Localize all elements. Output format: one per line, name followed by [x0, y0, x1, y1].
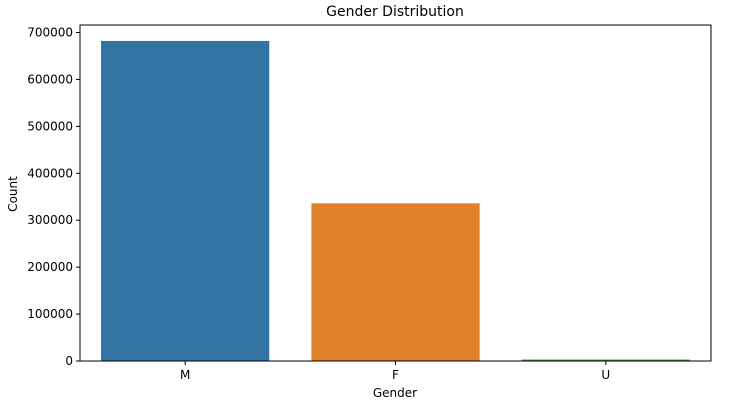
- chart-title: Gender Distribution: [326, 4, 464, 20]
- bar-u: [521, 359, 690, 361]
- bars-layer: [101, 40, 690, 361]
- y-axis-ticks: 0 100000 200000 300000 400000 500000 600000 700…: [27, 26, 80, 368]
- bar-m: [101, 40, 270, 361]
- y-tick-label: 600000: [27, 72, 73, 86]
- y-tick-label: 300000: [27, 213, 73, 227]
- y-axis-label: Count: [6, 176, 20, 212]
- y-tick-label: 400000: [27, 166, 73, 180]
- x-tick-label: F: [392, 368, 399, 382]
- y-tick-label: 100000: [27, 307, 73, 321]
- y-tick-label: 200000: [27, 260, 73, 274]
- y-tick-label: 500000: [27, 119, 73, 133]
- y-tick-label: 0: [65, 354, 73, 368]
- bar-f: [311, 203, 480, 361]
- x-tick-label: M: [180, 368, 190, 382]
- x-tick-label: U: [601, 368, 610, 382]
- x-axis-label: Gender: [373, 386, 417, 400]
- y-tick-label: 700000: [27, 26, 73, 40]
